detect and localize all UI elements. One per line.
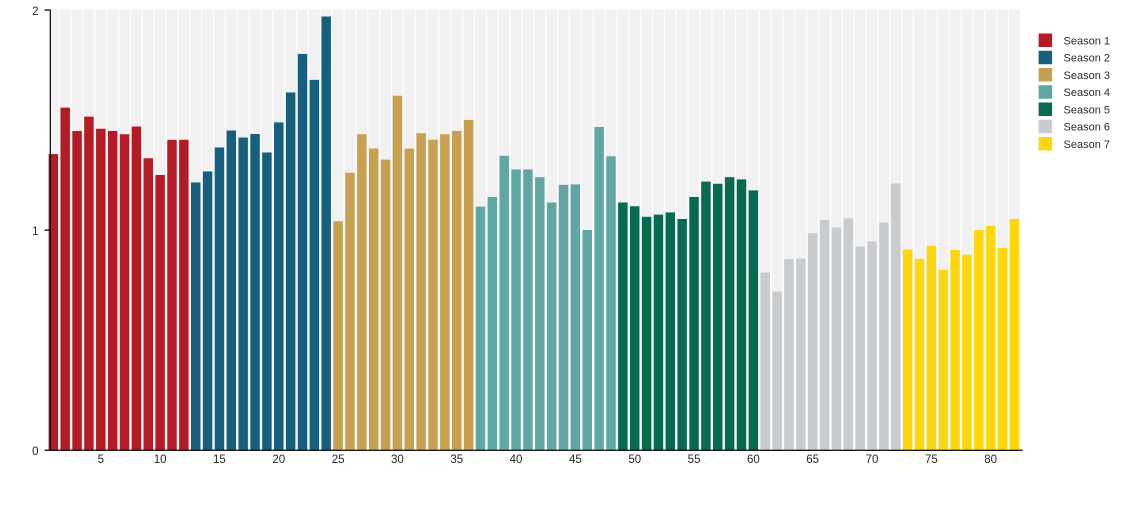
svg-text:Season 5: Season 5 — [1064, 104, 1110, 116]
svg-text:Season 7: Season 7 — [1064, 139, 1110, 151]
svg-text:5: 5 — [98, 454, 104, 466]
svg-text:45: 45 — [569, 454, 582, 466]
svg-text:25: 25 — [332, 454, 345, 466]
svg-text:65: 65 — [806, 454, 819, 466]
svg-text:Season 3: Season 3 — [1064, 70, 1110, 82]
svg-text:15: 15 — [213, 454, 226, 466]
svg-text:60: 60 — [747, 454, 760, 466]
svg-text:2: 2 — [32, 6, 38, 18]
svg-text:0: 0 — [32, 446, 38, 458]
svg-text:80: 80 — [984, 454, 997, 466]
svg-text:50: 50 — [628, 454, 641, 466]
svg-text:Season 6: Season 6 — [1064, 122, 1110, 134]
svg-text:1: 1 — [32, 226, 38, 238]
svg-text:Season 1: Season 1 — [1064, 35, 1110, 47]
svg-text:70: 70 — [866, 454, 879, 466]
svg-text:20: 20 — [272, 454, 285, 466]
svg-text:10: 10 — [154, 454, 167, 466]
svg-text:40: 40 — [510, 454, 523, 466]
svg-text:Season 2: Season 2 — [1064, 53, 1110, 65]
svg-text:75: 75 — [925, 454, 938, 466]
svg-text:55: 55 — [688, 454, 701, 466]
svg-text:Season 4: Season 4 — [1064, 87, 1110, 99]
svg-text:35: 35 — [450, 454, 463, 466]
svg-text:30: 30 — [391, 454, 404, 466]
